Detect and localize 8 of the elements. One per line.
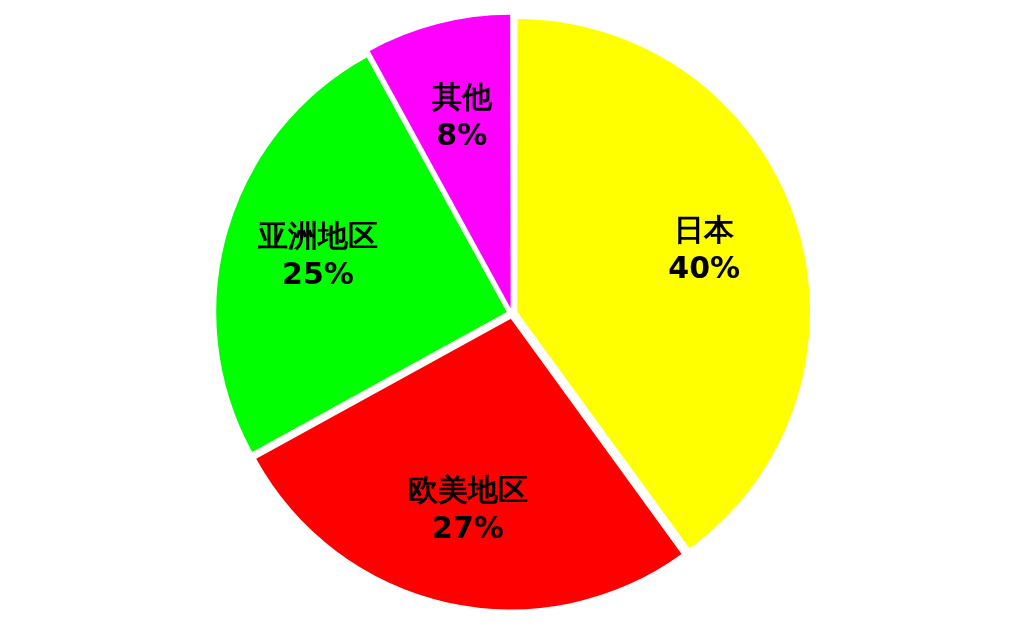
slice-label: 日本 [674, 211, 736, 247]
slice-label: 亚洲地区 [256, 217, 378, 253]
data-label: 40% [668, 249, 741, 285]
data-label: 27% [432, 509, 504, 545]
slice-label: 欧美地区 [407, 471, 528, 507]
data-label: 8% [436, 116, 488, 152]
data-label: 25% [282, 255, 354, 291]
slice-label: 其他 [430, 78, 493, 114]
